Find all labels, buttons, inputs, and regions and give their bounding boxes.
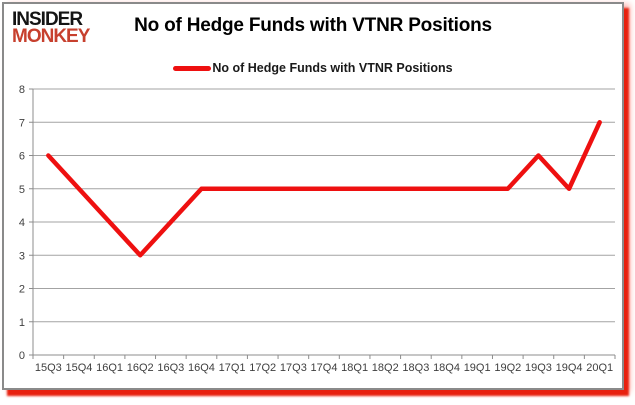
svg-text:19Q3: 19Q3 — [525, 362, 552, 374]
svg-text:5: 5 — [19, 184, 25, 196]
svg-text:8: 8 — [19, 84, 25, 96]
svg-text:3: 3 — [19, 250, 25, 262]
svg-text:20Q1: 20Q1 — [586, 362, 613, 374]
svg-text:19Q4: 19Q4 — [556, 362, 583, 374]
svg-text:15Q3: 15Q3 — [35, 362, 62, 374]
svg-text:16Q2: 16Q2 — [127, 362, 154, 374]
legend: No of Hedge Funds with VTNR Positions — [4, 61, 622, 75]
chart-title: No of Hedge Funds with VTNR Positions — [134, 15, 492, 36]
svg-text:2: 2 — [19, 284, 25, 296]
svg-text:18Q2: 18Q2 — [372, 362, 399, 374]
svg-text:6: 6 — [19, 151, 25, 163]
svg-text:15Q4: 15Q4 — [65, 362, 92, 374]
svg-text:18Q3: 18Q3 — [402, 362, 429, 374]
logo-insider-text: INSIDER — [12, 9, 83, 30]
svg-text:17Q4: 17Q4 — [311, 362, 338, 374]
svg-text:16Q3: 16Q3 — [157, 362, 184, 374]
logo-monkey-text: MONKEY — [12, 26, 90, 48]
svg-text:16Q1: 16Q1 — [96, 362, 123, 374]
svg-text:19Q2: 19Q2 — [494, 362, 521, 374]
legend-label: No of Hedge Funds with VTNR Positions — [212, 61, 453, 75]
legend-line-swatch — [173, 65, 212, 71]
svg-text:18Q4: 18Q4 — [433, 362, 460, 374]
chart-card: 0 1 2 3 4 5 6 7 8 15Q3 15Q4 16Q1 16Q2 16Q3 16Q4 17Q1 17Q… — [2, 2, 624, 390]
svg-text:4: 4 — [19, 217, 25, 229]
svg-text:17Q2: 17Q2 — [249, 362, 276, 374]
svg-text:1: 1 — [19, 317, 25, 329]
svg-text:0: 0 — [19, 350, 25, 362]
svg-text:17Q1: 17Q1 — [219, 362, 246, 374]
svg-text:17Q3: 17Q3 — [280, 362, 307, 374]
svg-text:7: 7 — [19, 117, 25, 129]
svg-text:19Q1: 19Q1 — [464, 362, 491, 374]
svg-text:18Q1: 18Q1 — [341, 362, 368, 374]
insider-monkey-logo: INSIDER MONKEY — [12, 9, 90, 48]
svg-text:16Q4: 16Q4 — [188, 362, 215, 374]
